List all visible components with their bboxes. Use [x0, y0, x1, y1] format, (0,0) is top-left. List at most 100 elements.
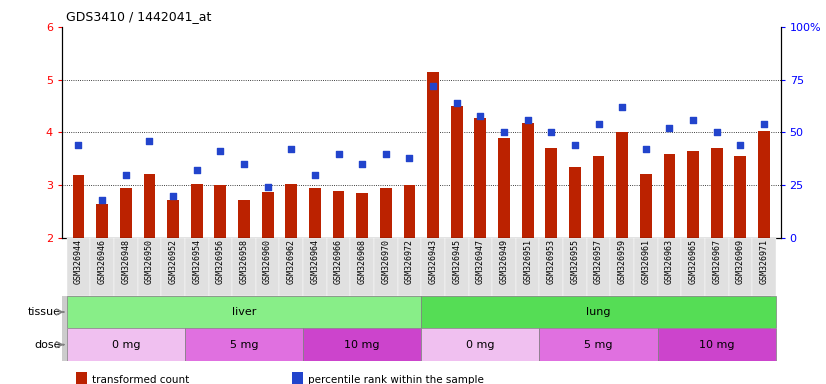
Point: [568, 142, 582, 148]
Bar: [292, 372, 302, 384]
Point: [757, 121, 771, 127]
Bar: [729, 238, 752, 296]
Point: [733, 142, 747, 148]
Text: GSM326943: GSM326943: [429, 239, 438, 284]
Text: GSM326944: GSM326944: [74, 239, 83, 284]
Point: [143, 138, 156, 144]
Bar: [161, 238, 185, 296]
Point: [167, 193, 180, 199]
Point: [639, 146, 653, 152]
Bar: [309, 188, 320, 238]
Bar: [208, 238, 232, 296]
Point: [214, 149, 227, 155]
Text: GSM326956: GSM326956: [216, 239, 225, 284]
Bar: [539, 238, 563, 296]
Text: GSM326949: GSM326949: [500, 239, 509, 284]
Bar: [687, 151, 699, 238]
Bar: [640, 174, 652, 238]
Point: [308, 172, 321, 178]
Text: GSM326953: GSM326953: [547, 239, 556, 284]
Bar: [350, 238, 374, 296]
Point: [403, 155, 416, 161]
Bar: [657, 328, 776, 361]
Bar: [397, 238, 421, 296]
Text: GDS3410 / 1442041_at: GDS3410 / 1442041_at: [66, 10, 211, 23]
Bar: [498, 138, 510, 238]
Text: GSM326964: GSM326964: [311, 239, 320, 284]
Point: [332, 151, 345, 157]
Bar: [333, 190, 344, 238]
Text: 5 mg: 5 mg: [584, 339, 613, 350]
Text: GSM326959: GSM326959: [618, 239, 627, 284]
Bar: [279, 238, 303, 296]
Text: GSM326957: GSM326957: [594, 239, 603, 284]
Point: [72, 142, 85, 148]
Bar: [421, 238, 445, 296]
Bar: [427, 72, 439, 238]
Bar: [67, 296, 421, 328]
Text: transformed count: transformed count: [93, 374, 189, 384]
Bar: [563, 238, 586, 296]
Bar: [634, 238, 657, 296]
Bar: [215, 185, 226, 238]
Bar: [445, 238, 468, 296]
Bar: [185, 238, 208, 296]
Bar: [421, 328, 539, 361]
Text: GSM326972: GSM326972: [405, 239, 414, 284]
Text: GSM326968: GSM326968: [358, 239, 367, 284]
Bar: [76, 372, 87, 384]
Text: GSM326967: GSM326967: [712, 239, 721, 284]
Bar: [303, 238, 327, 296]
Text: GSM326954: GSM326954: [192, 239, 202, 284]
Text: GSM326960: GSM326960: [263, 239, 272, 284]
Point: [96, 197, 109, 203]
Point: [497, 129, 510, 136]
Bar: [616, 132, 628, 238]
Point: [686, 117, 700, 123]
Point: [119, 172, 132, 178]
Bar: [238, 200, 250, 238]
Point: [544, 129, 558, 136]
Text: GSM326958: GSM326958: [240, 239, 249, 284]
Bar: [758, 131, 770, 238]
Text: 10 mg: 10 mg: [344, 339, 380, 350]
Bar: [285, 184, 297, 238]
Bar: [256, 238, 279, 296]
Bar: [327, 238, 350, 296]
Bar: [167, 200, 179, 238]
Bar: [374, 238, 397, 296]
Bar: [144, 174, 155, 238]
Text: lung: lung: [586, 307, 610, 317]
Bar: [569, 167, 581, 238]
Bar: [73, 175, 84, 238]
Point: [474, 113, 487, 119]
Bar: [539, 328, 657, 361]
Text: GSM326950: GSM326950: [145, 239, 154, 284]
Bar: [90, 238, 114, 296]
Bar: [120, 188, 131, 238]
Text: GSM326947: GSM326947: [476, 239, 485, 284]
Point: [237, 161, 250, 167]
Text: GSM326952: GSM326952: [169, 239, 178, 284]
Bar: [380, 188, 392, 238]
Text: GSM326945: GSM326945: [452, 239, 461, 284]
Text: 10 mg: 10 mg: [699, 339, 734, 350]
Text: liver: liver: [232, 307, 256, 317]
Bar: [232, 238, 256, 296]
Bar: [404, 185, 415, 238]
Bar: [545, 148, 558, 238]
Bar: [114, 238, 138, 296]
Bar: [711, 148, 723, 238]
Text: dose: dose: [34, 339, 61, 350]
Text: 0 mg: 0 mg: [112, 339, 140, 350]
Bar: [734, 156, 747, 238]
Point: [285, 146, 298, 152]
Bar: [610, 238, 634, 296]
Point: [261, 184, 274, 190]
Point: [450, 100, 463, 106]
Text: tissue: tissue: [28, 307, 61, 317]
Bar: [96, 204, 108, 238]
Text: GSM326951: GSM326951: [523, 239, 532, 284]
Text: GSM326955: GSM326955: [571, 239, 579, 284]
Text: GSM326965: GSM326965: [689, 239, 698, 284]
